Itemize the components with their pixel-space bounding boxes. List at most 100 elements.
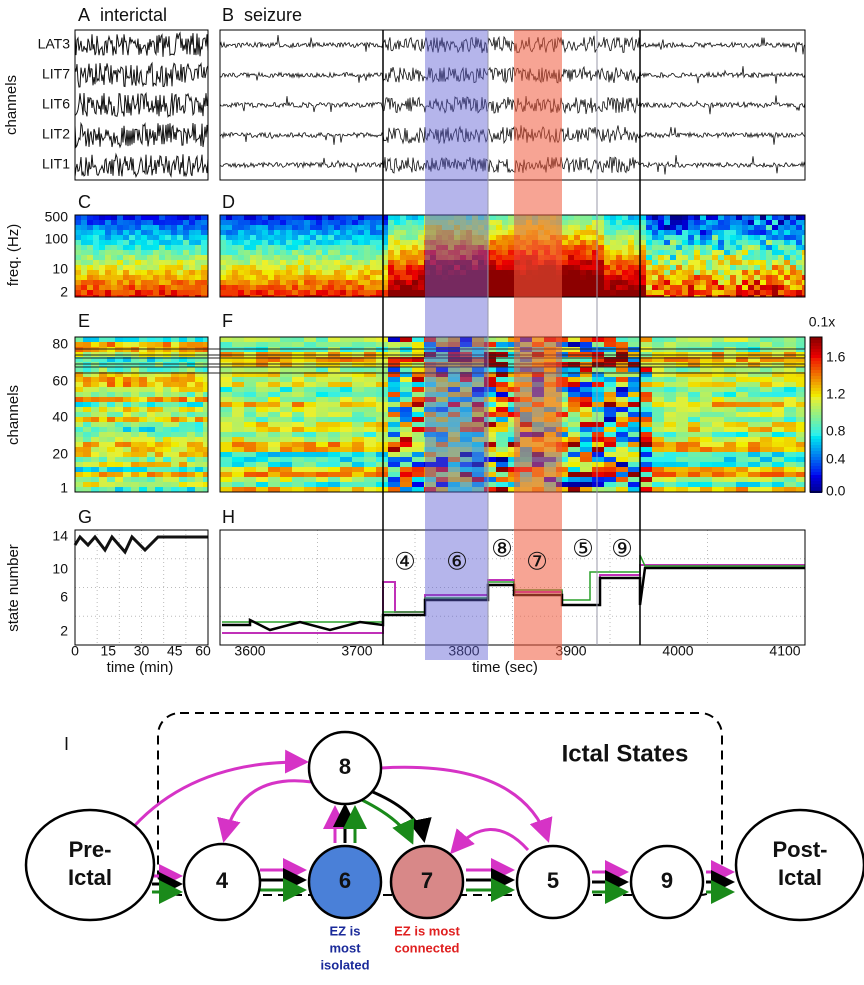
heatmap-cell bbox=[412, 392, 424, 397]
spectrogram-cell bbox=[171, 270, 177, 275]
spectrogram-cell bbox=[274, 225, 280, 230]
heatmap-cell bbox=[171, 372, 179, 377]
heatmap-cell bbox=[592, 457, 604, 462]
axis-title: channels bbox=[3, 75, 20, 135]
spectrogram-cell bbox=[496, 245, 502, 250]
heatmap-cell bbox=[292, 392, 304, 397]
spectrogram-cell bbox=[448, 280, 454, 285]
spectrogram-cell bbox=[105, 290, 111, 295]
heatmap-cell bbox=[640, 412, 652, 417]
heatmap-cell bbox=[292, 402, 304, 407]
spectrogram-cell bbox=[604, 260, 610, 265]
spectrogram-cell bbox=[478, 285, 484, 290]
spectrogram-cell bbox=[466, 245, 472, 250]
spectrogram-cell bbox=[430, 225, 436, 230]
heatmap-cell bbox=[712, 382, 724, 387]
heatmap-cell bbox=[171, 382, 179, 387]
heatmap-cell bbox=[187, 372, 195, 377]
heatmap-cell bbox=[772, 472, 784, 477]
heatmap-cell bbox=[412, 382, 424, 387]
spectrogram-cell bbox=[742, 245, 748, 250]
spectrogram-cell bbox=[772, 255, 778, 260]
heatmap-cell bbox=[304, 442, 316, 447]
heatmap-cell bbox=[187, 387, 195, 392]
spectrogram-cell bbox=[484, 250, 490, 255]
heatmap-cell bbox=[352, 367, 364, 372]
heatmap-cell bbox=[604, 482, 616, 487]
heatmap-cell bbox=[91, 467, 99, 472]
heatmap-cell bbox=[424, 477, 436, 482]
heatmap-cell bbox=[163, 467, 171, 472]
freq-tick: 10 bbox=[52, 261, 68, 277]
spectrogram-cell bbox=[664, 220, 670, 225]
heatmap-cell bbox=[123, 402, 131, 407]
heatmap-cell bbox=[195, 477, 203, 482]
spectrogram-cell bbox=[628, 275, 634, 280]
spectrogram-cell bbox=[436, 220, 442, 225]
spectrogram-cell bbox=[292, 290, 298, 295]
spectrogram-cell bbox=[790, 265, 796, 270]
spectrogram-cell bbox=[772, 260, 778, 265]
spectrogram-cell bbox=[382, 230, 388, 235]
heatmap-cell bbox=[388, 482, 400, 487]
heatmap-cell bbox=[712, 432, 724, 437]
spectrogram-cell bbox=[448, 295, 454, 297]
colorbar-cell bbox=[810, 424, 822, 427]
heatmap-cell bbox=[244, 407, 256, 412]
heatmap-cell bbox=[568, 337, 580, 342]
heatmap-cell bbox=[484, 407, 496, 412]
heatmap-cell bbox=[123, 357, 131, 362]
heatmap-cell bbox=[796, 422, 805, 427]
spectrogram-cell bbox=[574, 265, 580, 270]
spectrogram-cell bbox=[256, 220, 262, 225]
heatmap-cell bbox=[123, 337, 131, 342]
spectrogram-cell bbox=[670, 285, 676, 290]
spectrogram-cell bbox=[766, 255, 772, 260]
spectrogram-cell bbox=[418, 295, 424, 297]
spectrogram-cell bbox=[370, 250, 376, 255]
spectrogram-cell bbox=[111, 290, 117, 295]
heatmap-cell bbox=[472, 417, 484, 422]
spectrogram-cell bbox=[622, 270, 628, 275]
spectrogram-cell bbox=[201, 285, 207, 290]
spectrogram-cell bbox=[784, 235, 790, 240]
heatmap-cell bbox=[412, 452, 424, 457]
spectrogram-cell bbox=[568, 230, 574, 235]
heatmap-cell bbox=[91, 407, 99, 412]
spectrogram-cell bbox=[105, 260, 111, 265]
spectrogram-cell bbox=[658, 265, 664, 270]
spectrogram-cell bbox=[424, 255, 430, 260]
heatmap-cell bbox=[115, 477, 123, 482]
spectrogram-cell bbox=[400, 235, 406, 240]
heatmap-cell bbox=[139, 392, 147, 397]
heatmap-cell bbox=[304, 457, 316, 462]
heatmap-cell bbox=[220, 402, 232, 407]
spectrogram-cell bbox=[682, 255, 688, 260]
heatmap-cell bbox=[75, 487, 83, 492]
heatmap-cell bbox=[388, 372, 400, 377]
heatmap-cell bbox=[580, 422, 592, 427]
heatmap-cell bbox=[171, 407, 179, 412]
spectrogram-cell bbox=[346, 265, 352, 270]
spectrogram-cell bbox=[796, 290, 802, 295]
spectrogram-cell bbox=[604, 235, 610, 240]
heatmap-cell bbox=[412, 397, 424, 402]
spectrogram-cell bbox=[117, 295, 123, 297]
spectrogram-cell bbox=[195, 235, 201, 240]
spectrogram-cell bbox=[171, 245, 177, 250]
spectrogram-cell bbox=[478, 280, 484, 285]
spectrogram-cell bbox=[232, 275, 238, 280]
heatmap-cell bbox=[796, 487, 805, 492]
heatmap-cell bbox=[736, 387, 748, 392]
heatmap-cell bbox=[139, 482, 147, 487]
spectrogram-cell bbox=[436, 230, 442, 235]
heatmap-cell bbox=[268, 487, 280, 492]
spectrogram-cell bbox=[81, 235, 87, 240]
spectrogram-cell bbox=[634, 220, 640, 225]
spectrogram-cell bbox=[93, 295, 99, 297]
spectrogram-cell bbox=[195, 275, 201, 280]
heatmap-cell bbox=[203, 427, 208, 432]
heatmap-cell bbox=[220, 337, 232, 342]
spectrogram-cell bbox=[658, 225, 664, 230]
spectrogram-cell bbox=[700, 295, 706, 297]
